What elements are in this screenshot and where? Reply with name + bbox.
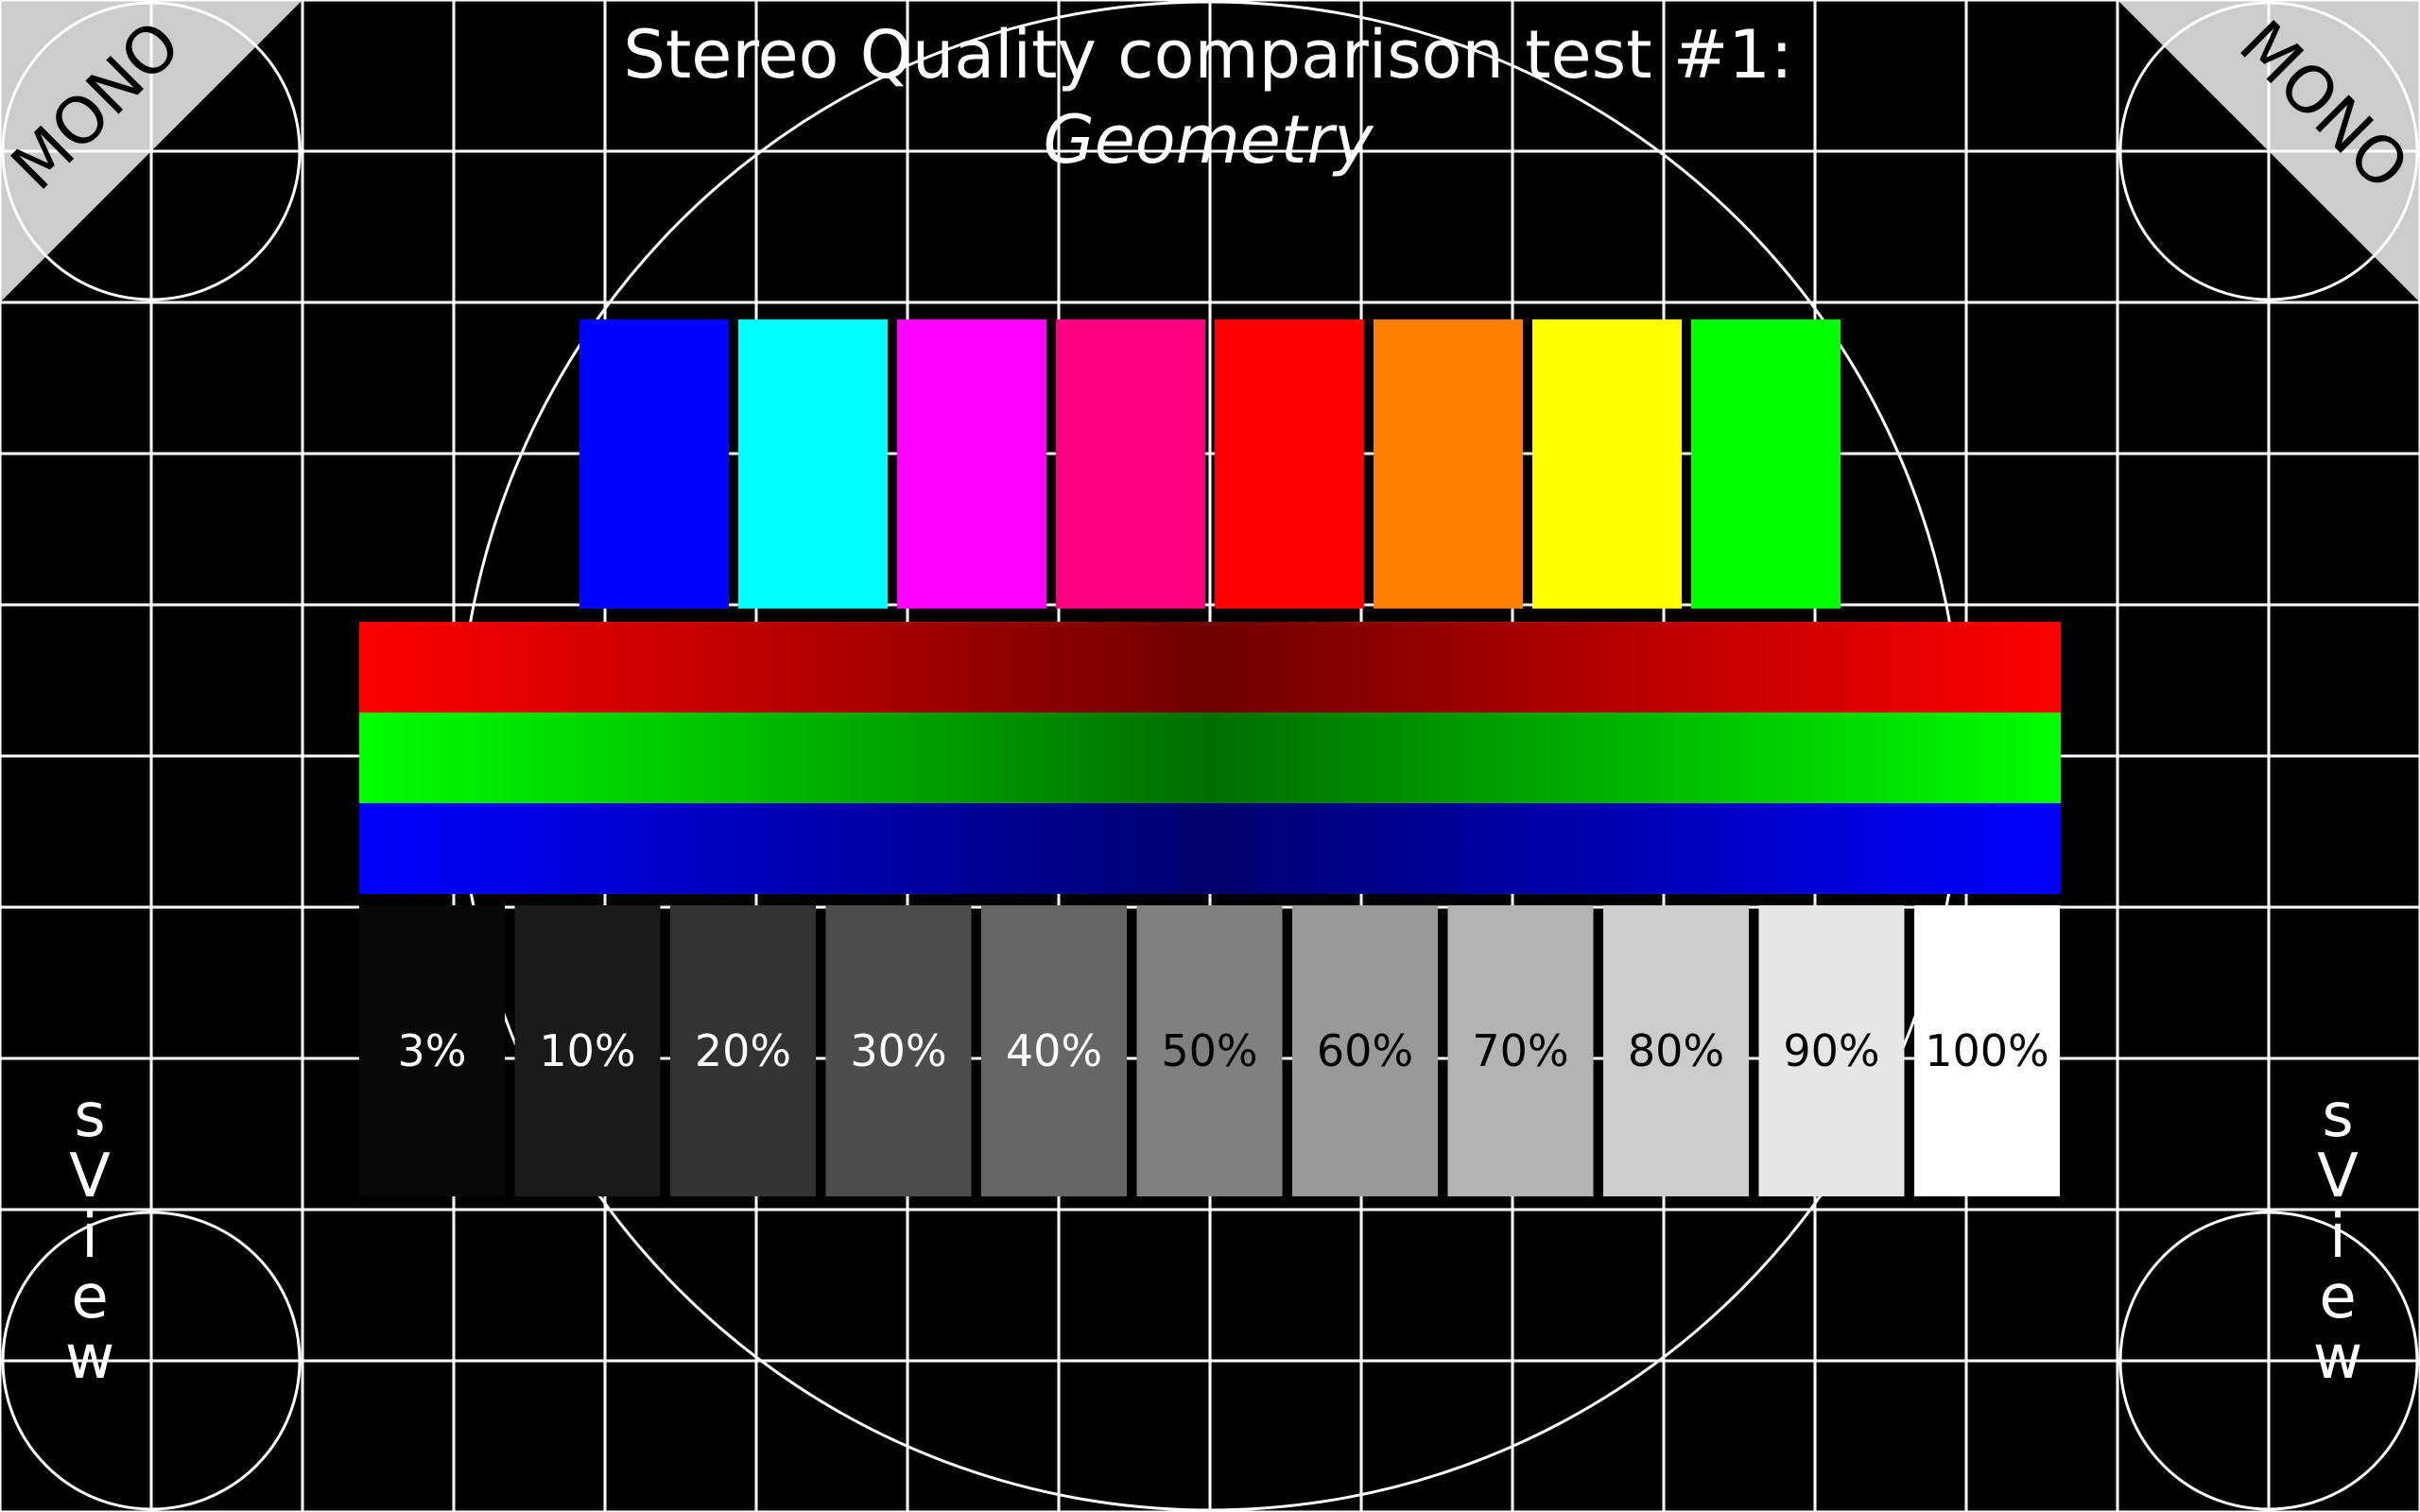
color-bars [579, 319, 1841, 609]
gray-step-label: 60% [1317, 1025, 1413, 1076]
gray-steps: 3% 10% 20% 30% 40% 50% 60% 70% 80% 90% 100% [359, 905, 2060, 1196]
gray-step-label: 80% [1628, 1025, 1724, 1076]
gray-step-label: 20% [695, 1025, 791, 1076]
gray-step-label: 50% [1161, 1025, 1257, 1076]
side-letter: s [2322, 1081, 2353, 1151]
side-letter: s [74, 1081, 105, 1151]
side-letter: e [71, 1263, 108, 1332]
color-bar-blue [579, 319, 729, 609]
color-bar-pink [1056, 319, 1205, 609]
gray-step-label: 70% [1472, 1025, 1568, 1076]
color-bar-green [1691, 319, 1841, 609]
gray-step-label: 40% [1006, 1025, 1102, 1076]
corner-circle-top-left [1, 1, 302, 301]
gray-step-label: 90% [1783, 1025, 1879, 1076]
gray-step [1603, 905, 1749, 1196]
gradient-band-blue [359, 803, 2061, 894]
side-letter: w [2313, 1323, 2362, 1393]
title-line-2: Geometry [1043, 101, 1374, 179]
corner-circle-bottom-right [2118, 1211, 2419, 1511]
gray-step-label: 100% [1925, 1025, 2049, 1076]
color-bar-orange [1374, 319, 1523, 609]
gradient-band-red [359, 622, 2061, 713]
gray-step [1136, 905, 1283, 1196]
side-letter: V [2317, 1142, 2359, 1211]
color-bar-yellow [1532, 319, 1682, 609]
color-bar-cyan [738, 319, 888, 609]
gray-step [514, 905, 661, 1196]
side-letter: V [69, 1142, 111, 1211]
title-line-1: Stereo Quality comparison test #1: [623, 16, 1792, 94]
side-letter: i [81, 1202, 98, 1272]
gray-step-label: 10% [539, 1025, 635, 1076]
corner-circle-top-right [2118, 1, 2419, 301]
gray-step [1292, 905, 1438, 1196]
side-letter: w [65, 1323, 114, 1393]
gradient-band-green [359, 713, 2061, 803]
gray-step [359, 905, 505, 1196]
gray-step [670, 905, 816, 1196]
side-letter: e [2319, 1263, 2356, 1332]
gradient-bands [359, 622, 2061, 894]
gray-step-label: 3% [398, 1025, 467, 1076]
gray-step [1758, 905, 1905, 1196]
gray-step [825, 905, 972, 1196]
gray-step-label: 30% [850, 1025, 946, 1076]
gray-step [981, 905, 1127, 1196]
color-bar-red [1215, 319, 1364, 609]
gray-step [1447, 905, 1594, 1196]
corner-circle-bottom-left [1, 1211, 302, 1511]
side-letter: i [2329, 1202, 2346, 1272]
gray-step [1914, 905, 2060, 1196]
color-bar-magenta [897, 319, 1046, 609]
